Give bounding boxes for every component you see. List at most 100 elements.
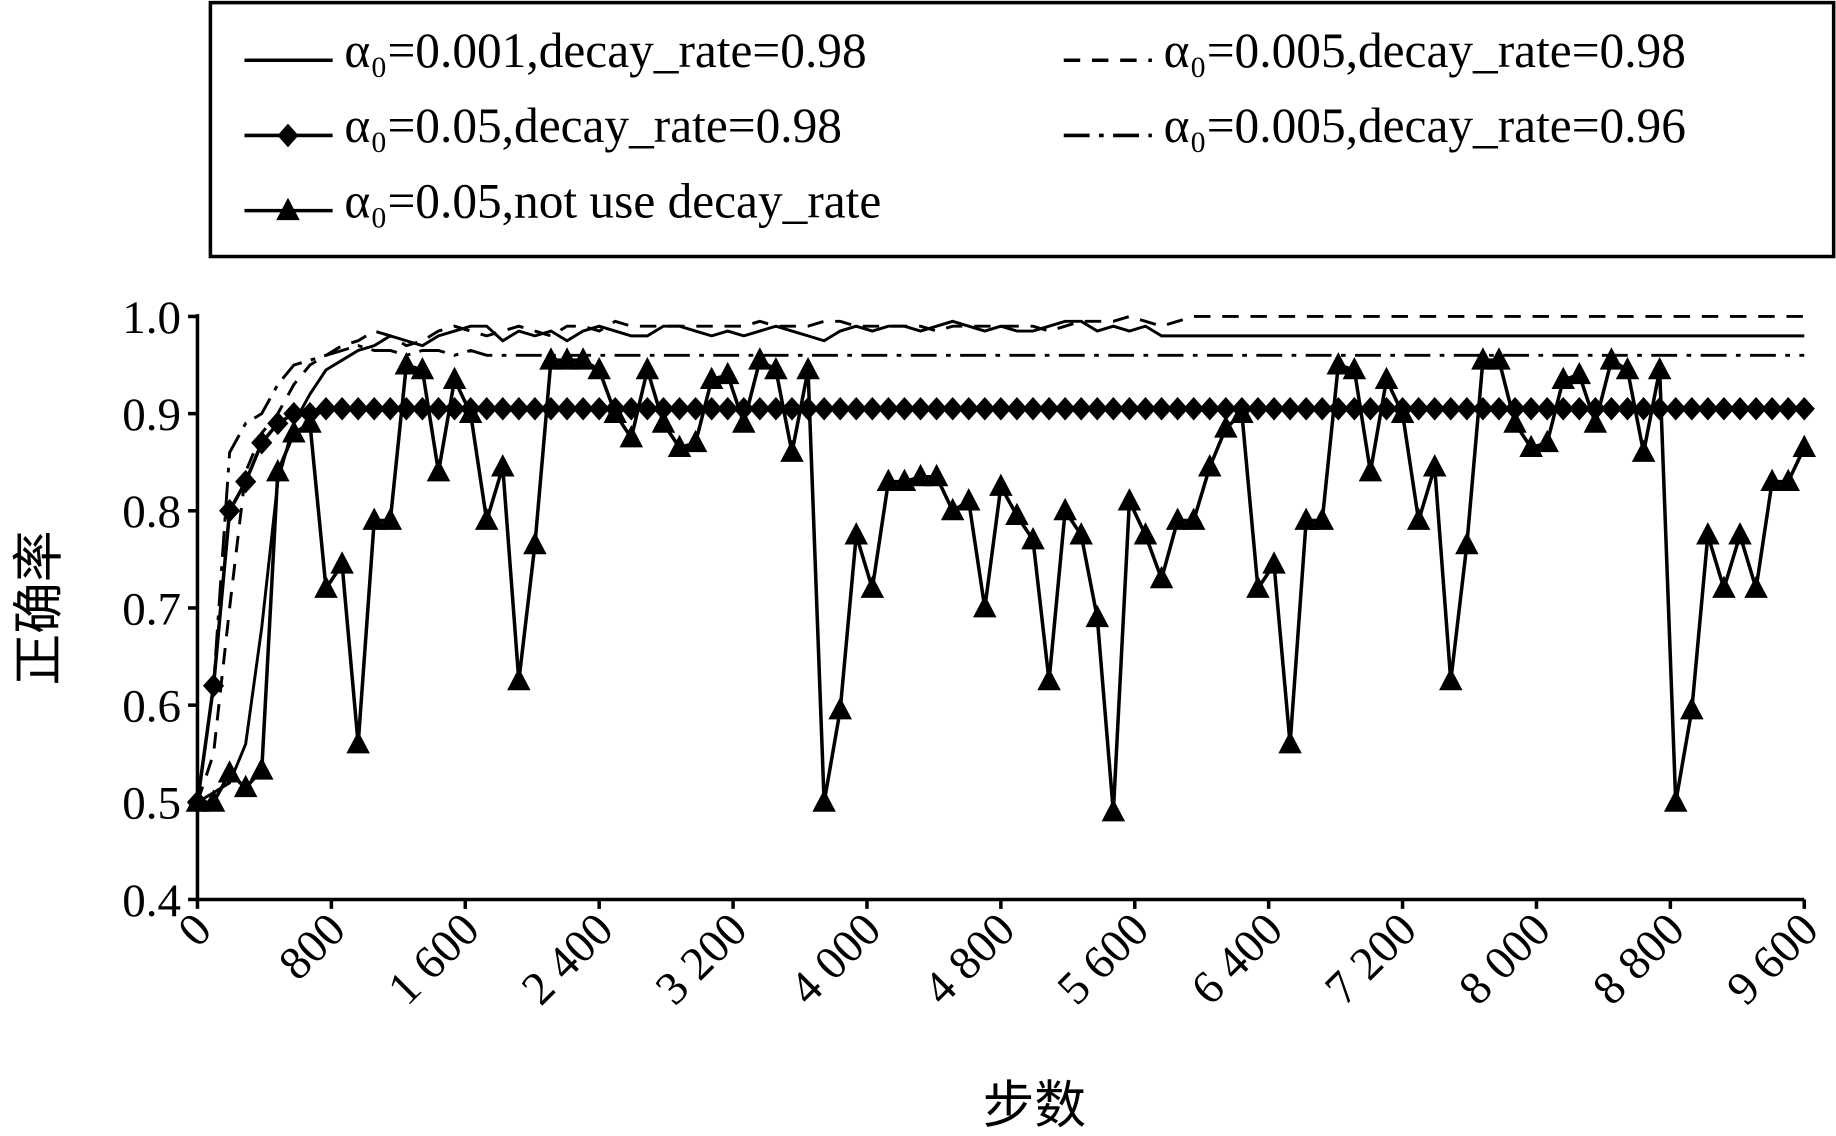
data-point bbox=[1471, 347, 1495, 370]
data-point bbox=[926, 397, 948, 421]
data-point bbox=[442, 366, 467, 390]
data-point bbox=[1665, 397, 1687, 421]
data-point bbox=[1342, 356, 1367, 380]
data-point bbox=[1744, 575, 1768, 598]
data-point bbox=[1631, 439, 1656, 462]
data-point bbox=[1005, 502, 1029, 526]
data-point bbox=[330, 551, 354, 574]
data-point bbox=[1181, 507, 1206, 530]
x-tick-label: 8 800 bbox=[1583, 903, 1695, 1015]
data-point bbox=[1760, 468, 1784, 492]
legend-label: α₀=0.005,decay_rate=0.96 bbox=[1164, 98, 1686, 153]
data-point bbox=[1663, 789, 1688, 812]
data-point bbox=[1134, 397, 1157, 421]
data-point bbox=[1374, 366, 1399, 390]
data-point bbox=[298, 410, 322, 433]
data-point bbox=[1647, 356, 1672, 380]
data-point bbox=[1455, 531, 1479, 555]
data-point bbox=[717, 397, 739, 421]
data-point bbox=[636, 397, 658, 421]
data-point bbox=[378, 507, 403, 530]
x-tick-label: 4 000 bbox=[780, 903, 892, 1015]
data-point bbox=[185, 789, 210, 812]
data-point bbox=[845, 397, 867, 421]
data-point bbox=[331, 397, 353, 421]
x-tick-label: 3 200 bbox=[646, 903, 758, 1015]
data-point bbox=[1456, 397, 1478, 421]
data-point bbox=[587, 356, 611, 380]
legend-marker bbox=[276, 197, 300, 221]
data-point bbox=[956, 488, 981, 511]
data-point bbox=[780, 439, 804, 462]
data-point bbox=[266, 458, 290, 482]
data-point bbox=[1728, 522, 1752, 545]
data-point bbox=[1776, 468, 1800, 492]
data-point bbox=[1086, 397, 1108, 421]
data-point bbox=[507, 667, 531, 691]
series-line bbox=[196, 319, 1805, 804]
series-line bbox=[196, 314, 1805, 803]
legend-label: α₀=0.05,not use decay_rate bbox=[344, 173, 881, 228]
data-point bbox=[732, 410, 756, 433]
data-point bbox=[201, 789, 226, 812]
data-point bbox=[1262, 551, 1286, 574]
data-point bbox=[1070, 397, 1092, 421]
data-point bbox=[909, 397, 932, 421]
data-point bbox=[1633, 397, 1655, 421]
data-point bbox=[1053, 497, 1077, 521]
data-point bbox=[394, 352, 419, 375]
data-point bbox=[1069, 522, 1093, 545]
data-point bbox=[347, 397, 369, 421]
data-point bbox=[362, 507, 386, 530]
x-tick-label: 9 600 bbox=[1717, 903, 1829, 1015]
data-point bbox=[524, 397, 546, 421]
data-point bbox=[1761, 397, 1783, 421]
data-point bbox=[1326, 352, 1351, 375]
data-point bbox=[1615, 356, 1640, 380]
y-tick-label: 0.8 bbox=[122, 486, 181, 538]
data-point bbox=[1085, 604, 1110, 628]
data-point bbox=[1745, 397, 1767, 421]
data-point bbox=[1600, 397, 1623, 421]
legend-box bbox=[208, 0, 1836, 259]
data-point bbox=[1713, 397, 1735, 421]
data-point bbox=[379, 397, 401, 421]
x-tick-label: 5 600 bbox=[1047, 903, 1159, 1015]
data-point bbox=[796, 356, 820, 380]
data-point bbox=[876, 468, 901, 492]
data-point bbox=[1599, 347, 1624, 370]
y-tick-label: 0.9 bbox=[122, 389, 181, 441]
data-point bbox=[1133, 522, 1158, 545]
y-tick-label: 0.4 bbox=[122, 875, 181, 927]
data-point bbox=[1022, 397, 1044, 421]
data-point bbox=[861, 397, 883, 421]
data-point bbox=[233, 774, 258, 798]
y-tick-label: 1.0 bbox=[122, 292, 181, 344]
x-tick-label: 1 600 bbox=[378, 903, 490, 1015]
data-point bbox=[829, 397, 851, 421]
y-tick-label: 0.6 bbox=[122, 681, 181, 733]
data-point bbox=[635, 356, 660, 380]
legend-marker bbox=[277, 123, 299, 148]
data-point bbox=[235, 469, 257, 494]
data-point bbox=[508, 397, 530, 421]
data-point bbox=[1777, 397, 1799, 421]
data-point bbox=[1247, 397, 1269, 421]
data-point bbox=[282, 420, 306, 443]
data-point bbox=[908, 463, 933, 487]
legend-label: α₀=0.005,decay_rate=0.98 bbox=[1164, 23, 1686, 78]
data-point bbox=[476, 397, 498, 421]
x-tick-label: 6 400 bbox=[1181, 903, 1293, 1015]
data-point bbox=[1729, 397, 1751, 421]
data-point bbox=[539, 347, 563, 370]
data-point bbox=[1199, 397, 1221, 421]
data-point bbox=[1183, 397, 1205, 421]
data-point bbox=[1792, 434, 1817, 458]
data-point bbox=[1214, 415, 1238, 438]
data-point bbox=[924, 463, 949, 487]
data-point bbox=[1101, 799, 1126, 822]
data-point bbox=[346, 731, 370, 754]
data-point bbox=[1793, 397, 1815, 421]
data-point bbox=[1424, 397, 1446, 421]
data-point bbox=[1487, 347, 1511, 370]
